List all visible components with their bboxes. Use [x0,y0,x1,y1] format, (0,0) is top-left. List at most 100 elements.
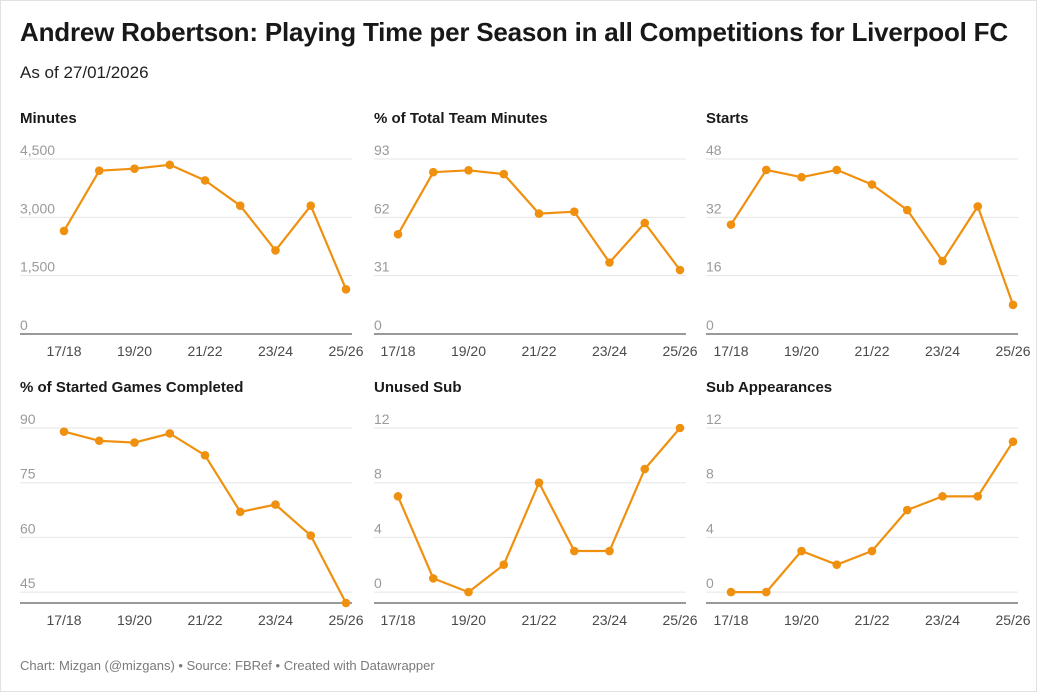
data-point [675,423,685,433]
x-tick-label: 17/18 [380,343,415,359]
data-point [428,167,438,177]
data-point [235,507,245,517]
x-tick-label: 23/24 [592,612,627,628]
series-line [396,426,682,594]
data-point [534,478,544,487]
data-point [94,436,104,446]
chart-footer: Chart: Mizgan (@mizgans) • Source: FBRef… [20,658,435,673]
y-tick-label: 0 [374,575,382,591]
data-point [499,560,509,570]
chart-credit: Chart: Mizgan (@mizgans) [20,658,175,673]
data-point [271,500,280,509]
data-point [605,546,614,556]
y-tick-label: 75 [20,466,36,482]
data-point [726,587,736,597]
data-point [726,220,736,229]
x-tick-label: 17/18 [380,612,415,628]
data-point [393,229,403,239]
y-tick-label: 4 [374,520,382,536]
x-tick-label: 19/20 [451,612,486,628]
data-point [499,169,509,179]
data-point [341,284,351,294]
x-tick-label: 25/26 [328,612,363,628]
x-tick-label: 21/22 [187,343,222,359]
data-point [832,165,842,175]
data-point [534,209,544,218]
data-point [761,587,771,597]
x-tick-label: 25/26 [662,612,697,628]
y-tick-label: 60 [20,520,36,536]
data-point [640,464,650,474]
x-tick-label: 17/18 [46,612,81,628]
series-line [729,440,1015,594]
panel-title-starts: Starts [706,110,749,127]
x-tick-label: 17/18 [713,612,748,628]
data-point [797,546,806,556]
series-line [729,168,1015,306]
y-tick-label: 45 [20,575,36,591]
x-tick-label: 23/24 [925,612,960,628]
y-tick-label: 0 [706,575,714,591]
data-point [761,165,771,175]
tool-credit: Created with Datawrapper [283,658,435,673]
data-point [675,265,685,275]
data-point [569,207,579,216]
x-tick-label: 19/20 [784,612,819,628]
y-tick-label: 8 [706,466,714,482]
data-point [973,202,983,211]
series-line [396,169,682,272]
x-tick-label: 23/24 [258,612,293,628]
data-point [640,218,650,228]
y-tick-label: 32 [706,200,722,216]
data-point [393,492,403,501]
x-tick-label: 25/26 [995,612,1030,628]
data-point [130,438,139,447]
x-tick-label: 25/26 [662,343,697,359]
x-tick-label: 19/20 [784,343,819,359]
y-tick-label: 62 [374,200,390,216]
x-tick-label: 23/24 [258,343,293,359]
data-point [867,546,877,556]
x-tick-label: 21/22 [854,343,889,359]
x-tick-label: 25/26 [995,343,1030,359]
x-tick-label: 23/24 [592,343,627,359]
data-point [165,160,175,170]
x-tick-label: 19/20 [117,343,152,359]
data-point [306,531,316,540]
x-tick-label: 25/26 [328,343,363,359]
y-tick-label: 1,500 [20,259,55,275]
y-tick-label: 8 [374,466,382,482]
panel-title-games-completed-pct: % of Started Games Completed [20,379,244,396]
data-point [938,256,947,266]
y-tick-label: 4,500 [20,142,55,158]
x-tick-label: 21/22 [187,612,222,628]
y-tick-label: 4 [706,520,714,536]
y-tick-label: 12 [374,411,390,427]
data-point [902,505,912,515]
source-credit: Source: FBRef [186,658,272,673]
panel-title-unused-sub: Unused Sub [374,379,462,396]
data-point [938,492,947,501]
data-point [94,166,104,175]
data-point [464,587,473,597]
x-tick-label: 17/18 [713,343,748,359]
y-tick-label: 0 [706,317,714,333]
x-tick-label: 17/18 [46,343,81,359]
x-tick-label: 21/22 [521,612,556,628]
data-point [59,427,69,436]
data-point [832,560,842,570]
data-point [200,451,210,460]
chart-subtitle: As of 27/01/2026 [20,63,149,82]
panel-title-minutes: Minutes [20,110,77,127]
panel-title-team-minutes-pct: % of Total Team Minutes [374,110,548,127]
data-point [165,429,175,438]
chart-title: Andrew Robertson: Playing Time per Seaso… [20,17,1008,47]
x-tick-label: 19/20 [117,612,152,628]
y-tick-label: 48 [706,142,722,158]
data-point [130,164,139,174]
data-point [1008,300,1018,310]
data-point [200,176,210,185]
data-point [428,574,438,583]
footer-separator: • [275,658,281,673]
x-tick-label: 19/20 [451,343,486,359]
